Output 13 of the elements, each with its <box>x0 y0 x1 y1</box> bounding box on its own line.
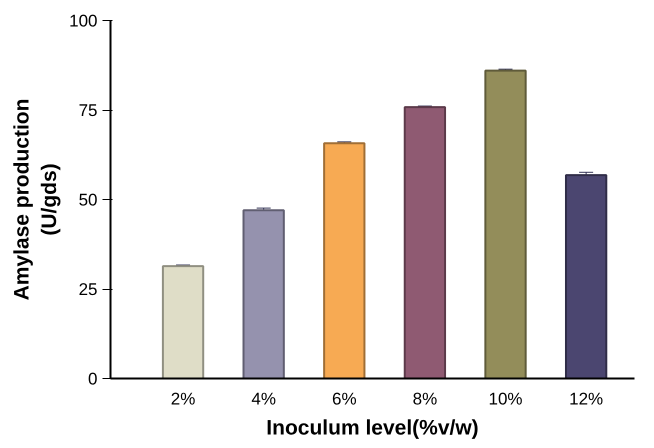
y-tick-label: 25 <box>78 280 98 299</box>
x-tick-label: 8% <box>412 390 438 408</box>
x-tick-label: 2% <box>170 390 196 408</box>
x-tick-label: 6% <box>332 390 357 408</box>
y-tick-label: 100 <box>69 12 98 30</box>
y-tick-label: 0 <box>88 370 98 388</box>
x-tick-label: 10% <box>488 390 523 408</box>
y-tick-label: 50 <box>78 190 98 210</box>
x-tick-label: 4% <box>251 390 276 408</box>
y-tick-label: 75 <box>78 101 98 120</box>
y-axis-title: Amylase production (U/gds) <box>10 98 62 300</box>
x-axis-title: Inoculum level(%v/w) <box>266 416 479 440</box>
x-tick-label: 12% <box>569 390 604 408</box>
